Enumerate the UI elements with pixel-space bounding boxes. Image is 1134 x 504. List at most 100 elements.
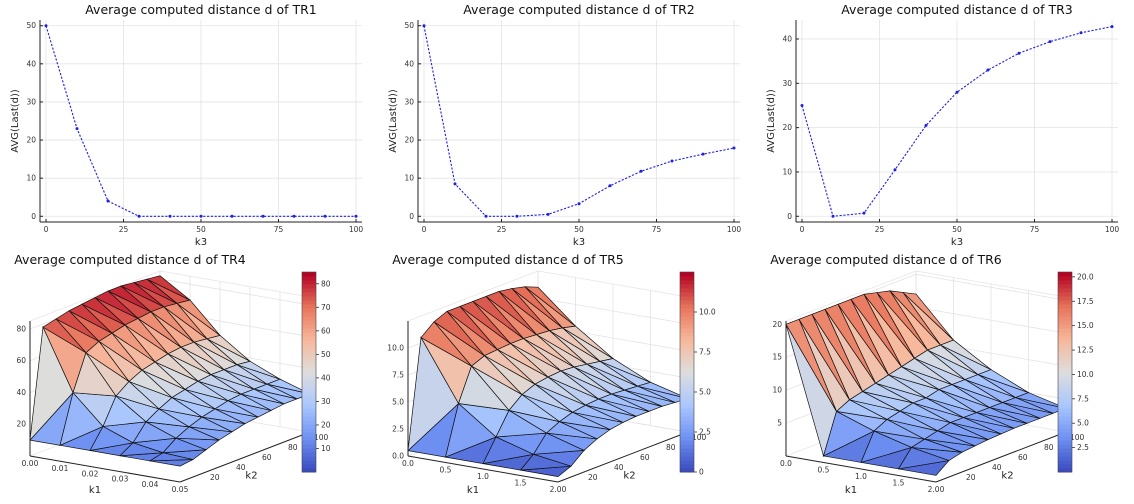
- colorbar-segment: [680, 300, 694, 305]
- colorbar-segment: [302, 332, 316, 337]
- y-tick-label: 40: [26, 59, 36, 68]
- k2-axis-label: k2: [1001, 471, 1013, 482]
- colorbar-segment: [1058, 436, 1072, 441]
- colorbar-segment: [680, 332, 694, 337]
- data-point: [701, 152, 705, 156]
- colorbar-tick-label: 5.0: [1077, 419, 1089, 428]
- z-tick-label: 40: [16, 388, 26, 397]
- surface-facet: [848, 391, 901, 412]
- y-tick-label: 40: [404, 59, 414, 68]
- colorbar-tick-label: 70: [321, 303, 331, 312]
- surface-facet: [950, 379, 1003, 403]
- surface-facet: [201, 408, 246, 424]
- surface-facet: [571, 404, 624, 423]
- colorbar-tick-label: 30: [321, 397, 331, 406]
- surface-facet: [197, 374, 242, 395]
- surface-facet: [141, 361, 186, 390]
- colorbar-segment: [1058, 404, 1072, 409]
- colorbar-segment: [1058, 396, 1072, 401]
- y-tick-label: 50: [26, 21, 36, 30]
- surface-facet: [925, 389, 977, 413]
- colorbar-segment: [1058, 296, 1072, 301]
- surface-facet: [584, 398, 637, 417]
- k2-axis-line: [179, 431, 311, 483]
- k2-axis-label: k2: [623, 471, 635, 482]
- surface-facet: [899, 402, 951, 423]
- k2-tick-label: 100: [1070, 433, 1085, 442]
- surface-facet: [72, 351, 117, 397]
- chart-title: Average computed distance d of TR6: [770, 252, 1002, 267]
- colorbar-tick-label: 15.0: [1077, 321, 1094, 330]
- data-point: [893, 168, 897, 172]
- surface-facet: [835, 399, 888, 420]
- k2-tick-label: 60: [262, 453, 272, 462]
- colorbar-segment: [302, 356, 316, 361]
- colorbar-segment: [680, 352, 694, 357]
- colorbar-segment: [302, 336, 316, 341]
- surface-facet: [68, 303, 113, 334]
- colorbar-segment: [302, 388, 316, 393]
- surface-facet: [206, 335, 251, 362]
- data-point: [924, 123, 928, 127]
- series-line: [801, 26, 1113, 217]
- colorbar-segment: [680, 372, 694, 377]
- colorbar-segment: [302, 412, 316, 417]
- surface-facet: [482, 436, 535, 465]
- surface-facet: [188, 416, 233, 433]
- colorbar-segment: [302, 428, 316, 433]
- colorbar-segment: [302, 452, 316, 457]
- surface-facet: [115, 381, 160, 410]
- surface-facet: [485, 290, 537, 335]
- colorbar-tick-label: 20: [321, 420, 331, 429]
- colorbar-segment: [680, 288, 694, 293]
- colorbar-segment: [1058, 452, 1072, 457]
- surface-facet: [470, 355, 523, 395]
- colorbar-segment: [680, 320, 694, 325]
- surface-facet: [137, 311, 182, 348]
- colorbar-segment: [1058, 300, 1072, 305]
- surface-facet: [239, 388, 285, 405]
- surface-facet: [822, 410, 875, 457]
- colorbar-segment: [680, 304, 694, 309]
- data-point: [422, 24, 426, 28]
- k1-axis-line: [785, 455, 937, 483]
- colorbar-segment: [680, 464, 694, 469]
- surface-facet: [148, 452, 194, 462]
- k1-axis-line: [29, 455, 181, 483]
- surface-facet: [1014, 392, 1067, 409]
- surface-facet: [154, 353, 199, 382]
- k2-tick-label: 20: [210, 473, 220, 482]
- colorbar-segment: [680, 396, 694, 401]
- k1-tick-label: 1.0: [477, 472, 489, 481]
- colorbar-tick-label: 10.0: [699, 308, 716, 317]
- y-tick-label: 0: [787, 212, 792, 221]
- colorbar-segment: [302, 368, 316, 373]
- surface-facet: [876, 290, 928, 351]
- chart-title: Average computed distance d of TR1: [85, 2, 317, 17]
- colorbar-segment: [680, 360, 694, 365]
- surface-facet: [837, 298, 889, 376]
- colorbar-segment: [1058, 464, 1072, 469]
- colorbar-segment: [302, 324, 316, 329]
- colorbar-tick-label: 5.0: [699, 388, 711, 397]
- surface-facet: [483, 349, 536, 385]
- x-tick-label: 50: [196, 225, 206, 234]
- colorbar-segment: [302, 276, 316, 281]
- surface-facet: [94, 290, 139, 319]
- colorbar-segment: [680, 428, 694, 433]
- surface-facet: [937, 384, 990, 408]
- colorbar-segment: [680, 388, 694, 393]
- colorbar-segment: [680, 412, 694, 417]
- colorbar-segment: [680, 364, 694, 369]
- surface-facet: [420, 321, 472, 367]
- surface-facet: [534, 376, 586, 406]
- colorbar-tick-label: 60: [321, 326, 331, 335]
- y-tick-label: 20: [26, 136, 36, 145]
- colorbar-segment: [302, 320, 316, 325]
- k2-tick-label: 100: [314, 433, 329, 442]
- colorbar-tick-label: 10.0: [1077, 370, 1094, 379]
- k1-tick-label: 0.02: [82, 469, 99, 478]
- surface-facet: [132, 421, 178, 444]
- z-tick-label: 15: [772, 353, 782, 362]
- surface-facet: [59, 391, 104, 446]
